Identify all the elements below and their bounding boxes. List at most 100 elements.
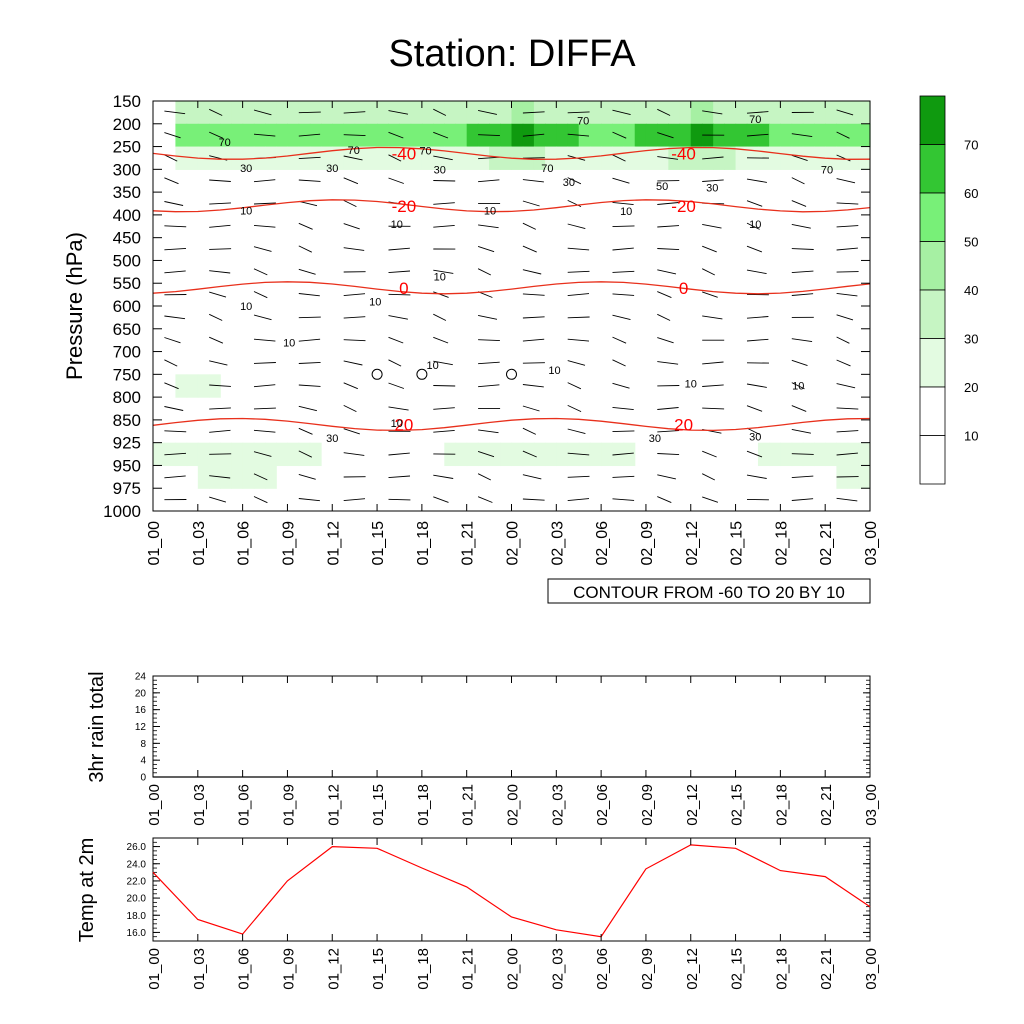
- wind-barb: [702, 291, 718, 298]
- wind-speed-cell: [477, 442, 490, 467]
- wind-speed-cell: [735, 101, 748, 125]
- wind-speed-cell: [444, 146, 457, 170]
- pressure-tick-label: 350: [113, 183, 141, 202]
- wind-speed-cell: [556, 442, 569, 467]
- wind-speed-cell: [545, 442, 557, 467]
- wind-speed-contour-label: 70: [219, 137, 231, 149]
- time-tick-label: 02_21: [818, 784, 835, 826]
- wind-barb: [791, 154, 808, 162]
- wind-speed-cell: [220, 146, 233, 170]
- wind-speed-cell: [276, 123, 289, 148]
- temperature-contour-label: 0: [399, 279, 408, 298]
- wind-barb: [657, 474, 676, 480]
- wind-speed-cell: [668, 146, 681, 170]
- wind-speed-contour-label: 10: [548, 365, 560, 377]
- wind-speed-cell: [477, 101, 490, 125]
- y-tick-label: 26.0: [127, 842, 147, 853]
- wind-barb: [388, 336, 404, 344]
- wind-speed-contour-label: 10: [283, 337, 295, 349]
- wind-barb: [746, 269, 767, 275]
- wind-speed-cell: [567, 123, 580, 148]
- wind-barb: [657, 269, 677, 275]
- wind-barb: [612, 406, 634, 411]
- wind-speed-cell: [612, 123, 625, 148]
- wind-speed-cell: [791, 146, 804, 170]
- y-tick-label: 12: [135, 722, 147, 733]
- wind-barb: [522, 338, 545, 342]
- wind-speed-cell: [657, 101, 669, 125]
- wind-barb: [522, 157, 545, 159]
- time-axis-main: 01_00 01_03 01_06 01_09 01_12 01_15 01_18 01_21…: [146, 101, 880, 566]
- temperature-contour-label: 0: [679, 279, 688, 298]
- wind-barb: [836, 292, 858, 297]
- wind-speed-contour-label: 30: [240, 163, 252, 175]
- time-tick-label: 01_06: [236, 521, 253, 566]
- pressure-tick-label: 850: [113, 411, 141, 430]
- wind-speed-cell: [175, 374, 188, 398]
- wind-speed-cell: [477, 123, 490, 148]
- wind-speed-cell: [365, 101, 378, 125]
- wind-barb: [657, 108, 671, 116]
- wind-speed-cell: [265, 465, 277, 489]
- wind-barb: [298, 245, 312, 253]
- wind-barb: [612, 498, 635, 501]
- y-tick-label: 8: [140, 739, 146, 750]
- wind-speed-cell: [847, 442, 860, 467]
- time-tick-label: 02_09: [639, 784, 656, 826]
- wind-barb: [567, 428, 586, 435]
- wind-barb: [836, 314, 854, 321]
- wind-barb: [702, 496, 719, 503]
- wind-speed-contour-label: 50: [656, 181, 668, 193]
- wind-speed-cell: [601, 123, 613, 148]
- wind-speed-contour-label: 10: [391, 219, 403, 231]
- y-tick-label: 16: [135, 705, 147, 716]
- wind-speed-cell: [623, 123, 636, 148]
- wind-barb: [343, 452, 365, 456]
- wind-barb: [433, 269, 454, 274]
- wind-barb: [791, 177, 805, 185]
- wind-barb: [567, 316, 590, 319]
- time-tick-label: 01_18: [415, 948, 432, 990]
- wind-speed-cell: [455, 442, 468, 467]
- wind-speed-contour-label: 30: [326, 433, 338, 445]
- time-tick-label: 03_00: [863, 784, 880, 826]
- wind-barb: [298, 316, 321, 319]
- wind-speed-cell: [522, 442, 535, 467]
- wind-barb: [164, 154, 178, 162]
- y-tick-label: 24.0: [127, 859, 147, 870]
- time-tick-label: 02_18: [773, 948, 790, 990]
- time-tick-label: 01_18: [415, 784, 432, 826]
- colorbar-box: [919, 386, 946, 436]
- wind-speed-cell: [589, 101, 602, 125]
- pressure-tick-label: 950: [113, 456, 141, 475]
- wind-barb: [746, 427, 760, 435]
- wind-barb: [567, 223, 586, 230]
- wind-speed-cell: [589, 442, 602, 467]
- wind-speed-cell: [209, 374, 221, 398]
- wind-barb: [836, 359, 851, 367]
- wind-barb: [209, 291, 227, 298]
- wind-barb: [791, 270, 814, 274]
- wind-barb: [657, 496, 672, 504]
- wind-speed-cell: [836, 101, 849, 125]
- wind-barb: [298, 498, 320, 502]
- wind-speed-cell: [186, 123, 199, 148]
- wind-barb: [388, 154, 402, 162]
- wind-barb: [343, 247, 365, 251]
- wind-speed-cell: [197, 465, 210, 489]
- wind-speed-contour-label: 30: [706, 183, 718, 195]
- colorbar-box: [919, 289, 946, 339]
- wind-speed-cell: [186, 374, 199, 398]
- wind-speed-cell: [825, 101, 837, 125]
- wind-speed-cell: [388, 101, 401, 125]
- wind-barb: [836, 109, 854, 116]
- wind-barb: [612, 293, 635, 296]
- wind-speed-cell: [634, 123, 647, 148]
- wind-speed-contour-label: 10: [792, 381, 804, 393]
- wind-barb: [836, 383, 856, 389]
- wind-barb: [164, 110, 186, 115]
- wind-barb: [433, 474, 454, 479]
- wind-speed-contour-label: 10: [434, 271, 446, 283]
- pressure-tick-label: 250: [113, 138, 141, 157]
- wind-speed-cell: [242, 101, 255, 125]
